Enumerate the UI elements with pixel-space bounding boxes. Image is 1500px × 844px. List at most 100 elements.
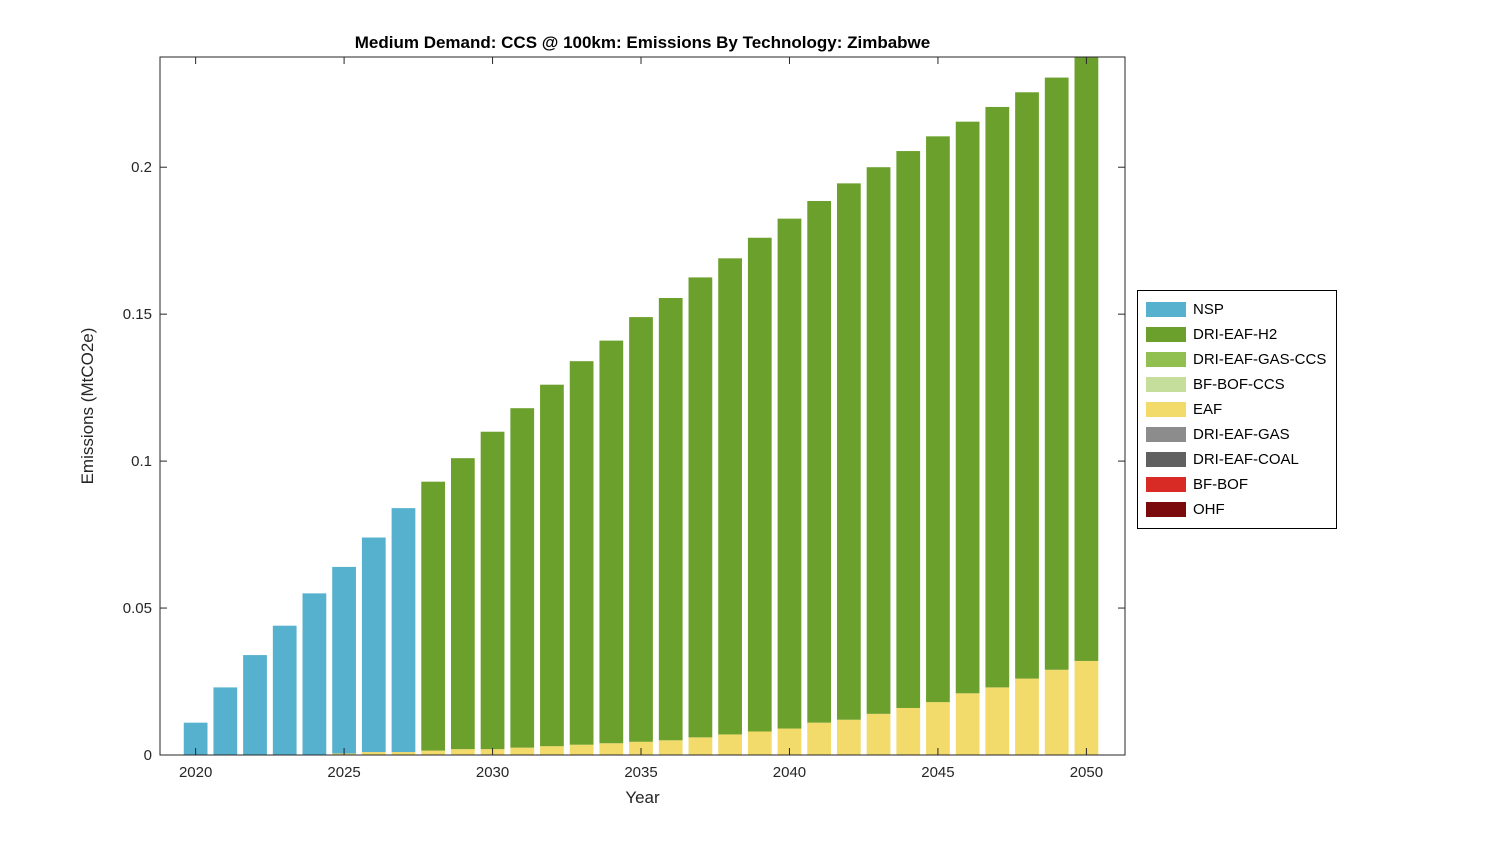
bar-segment-DRI-EAF-H2 bbox=[926, 136, 950, 703]
bar-segment-EAF bbox=[718, 734, 742, 755]
x-tick-label: 2050 bbox=[1070, 764, 1103, 781]
x-axis-label: Year bbox=[625, 788, 660, 807]
bar-segment-NSP bbox=[391, 508, 416, 753]
bar-segment-EAF bbox=[807, 722, 832, 755]
bar-segment-NSP bbox=[361, 537, 386, 753]
bar-segment-EAF bbox=[540, 746, 564, 755]
y-axis-label: Emissions (MtCO2e) bbox=[78, 327, 97, 485]
bar-segment-DRI-EAF-H2 bbox=[599, 340, 624, 744]
bar-segment-DRI-EAF-H2 bbox=[1044, 77, 1069, 670]
bar-segment-NSP bbox=[243, 655, 267, 755]
legend-swatch bbox=[1146, 327, 1186, 342]
bar-segment-DRI-EAF-H2 bbox=[747, 237, 772, 732]
legend-item: NSP bbox=[1146, 299, 1326, 320]
y-tick-label: 0.2 bbox=[131, 159, 152, 176]
legend-label: DRI-EAF-H2 bbox=[1193, 326, 1278, 343]
y-tick-label: 0.1 bbox=[131, 453, 152, 470]
bar-segment-EAF bbox=[896, 707, 921, 755]
legend-item: DRI-EAF-GAS-CCS bbox=[1146, 349, 1326, 370]
axes-box bbox=[159, 56, 1126, 756]
chart-title: Medium Demand: CCS @ 100km: Emissions By… bbox=[354, 33, 931, 52]
bar-segment-DRI-EAF-H2 bbox=[866, 167, 891, 714]
legend-item: EAF bbox=[1146, 399, 1326, 420]
legend-swatch bbox=[1146, 477, 1186, 492]
legend-swatch bbox=[1146, 452, 1186, 467]
bar-segment-EAF bbox=[747, 731, 772, 755]
bar-segment-DRI-EAF-H2 bbox=[718, 258, 742, 735]
bar-segment-DRI-EAF-H2 bbox=[510, 408, 535, 748]
y-tick-label: 0.15 bbox=[123, 306, 152, 323]
x-tick-label: 2020 bbox=[179, 764, 212, 781]
legend-swatch bbox=[1146, 352, 1186, 367]
bar-segment-EAF bbox=[421, 750, 446, 755]
bar-segment-EAF bbox=[955, 693, 980, 755]
bar-segment-DRI-EAF-H2 bbox=[569, 361, 594, 745]
bar-segment-EAF bbox=[1015, 678, 1039, 755]
bar-segment-EAF bbox=[688, 737, 713, 755]
bar-segment-EAF bbox=[1044, 669, 1069, 755]
bar-segment-DRI-EAF-H2 bbox=[807, 201, 832, 723]
legend-item: DRI-EAF-GAS bbox=[1146, 424, 1326, 445]
legend-item: BF-BOF bbox=[1146, 474, 1326, 495]
bar-segment-EAF bbox=[510, 747, 535, 755]
legend-label: EAF bbox=[1193, 401, 1223, 418]
y-tick-label: 0 bbox=[144, 747, 152, 764]
y-tick-label: 0.05 bbox=[123, 600, 152, 617]
bar-segment-DRI-EAF-H2 bbox=[836, 183, 861, 720]
legend-swatch bbox=[1146, 302, 1186, 317]
bar-segment-DRI-EAF-H2 bbox=[629, 317, 653, 742]
x-tick-label: 2035 bbox=[624, 764, 657, 781]
bar-segment-EAF bbox=[599, 743, 624, 755]
bar-segment-EAF bbox=[1074, 660, 1099, 755]
bar-segment-EAF bbox=[361, 752, 386, 755]
bar-segment-EAF bbox=[450, 749, 475, 755]
bar-segment-EAF bbox=[866, 713, 891, 755]
legend-label: DRI-EAF-GAS-CCS bbox=[1193, 351, 1327, 368]
legend: NSP DRI-EAF-H2 DRI-EAF-GAS-CCS BF-BOF-CCS EA… bbox=[1137, 290, 1338, 529]
legend-swatch bbox=[1146, 427, 1186, 442]
legend-label: DRI-EAF-COAL bbox=[1193, 451, 1299, 468]
bar-segment-DRI-EAF-H2 bbox=[777, 218, 802, 729]
legend-swatch bbox=[1146, 377, 1186, 392]
bar-segment-NSP bbox=[272, 625, 297, 755]
bar-segment-EAF bbox=[926, 702, 950, 755]
bar-segment-DRI-EAF-H2 bbox=[480, 431, 505, 750]
legend-swatch bbox=[1146, 502, 1186, 517]
legend-item: OHF bbox=[1146, 499, 1326, 520]
bar-segment-EAF bbox=[658, 740, 683, 755]
bar-segment-DRI-EAF-H2 bbox=[421, 481, 446, 751]
legend-swatch bbox=[1146, 402, 1186, 417]
bar-segment-DRI-EAF-H2 bbox=[658, 297, 683, 741]
bar-segment-DRI-EAF-H2 bbox=[688, 277, 713, 738]
bar-segment-NSP bbox=[302, 593, 327, 755]
bar-segment-DRI-EAF-H2 bbox=[896, 151, 921, 708]
bar-segment-NSP bbox=[332, 566, 356, 754]
bar-segment-DRI-EAF-H2 bbox=[985, 106, 1010, 688]
legend-label: OHF bbox=[1193, 501, 1225, 518]
legend-item: BF-BOF-CCS bbox=[1146, 374, 1326, 395]
x-tick-label: 2030 bbox=[476, 764, 509, 781]
bar-segment-DRI-EAF-H2 bbox=[1015, 92, 1039, 679]
bar-segment-EAF bbox=[985, 687, 1010, 755]
legend-item: DRI-EAF-H2 bbox=[1146, 324, 1326, 345]
bar-segment-EAF bbox=[777, 728, 802, 755]
bar-segment-EAF bbox=[391, 752, 416, 755]
bar-segment-DRI-EAF-H2 bbox=[1074, 57, 1099, 661]
legend-label: DRI-EAF-GAS bbox=[1193, 426, 1290, 443]
x-tick-label: 2045 bbox=[921, 764, 954, 781]
bar-segment-DRI-EAF-H2 bbox=[450, 458, 475, 750]
bar-segment-NSP bbox=[213, 687, 238, 755]
x-tick-label: 2040 bbox=[773, 764, 806, 781]
bar-segment-DRI-EAF-H2 bbox=[540, 384, 564, 747]
bar-segment-DRI-EAF-H2 bbox=[955, 121, 980, 694]
legend-label: NSP bbox=[1193, 301, 1224, 318]
bar-segment-EAF bbox=[836, 719, 861, 755]
bar-segment-EAF bbox=[569, 744, 594, 755]
legend-item: DRI-EAF-COAL bbox=[1146, 449, 1326, 470]
bar-segment-NSP bbox=[183, 722, 208, 755]
legend-label: BF-BOF-CCS bbox=[1193, 376, 1285, 393]
x-tick-label: 2025 bbox=[327, 764, 360, 781]
legend-label: BF-BOF bbox=[1193, 476, 1248, 493]
